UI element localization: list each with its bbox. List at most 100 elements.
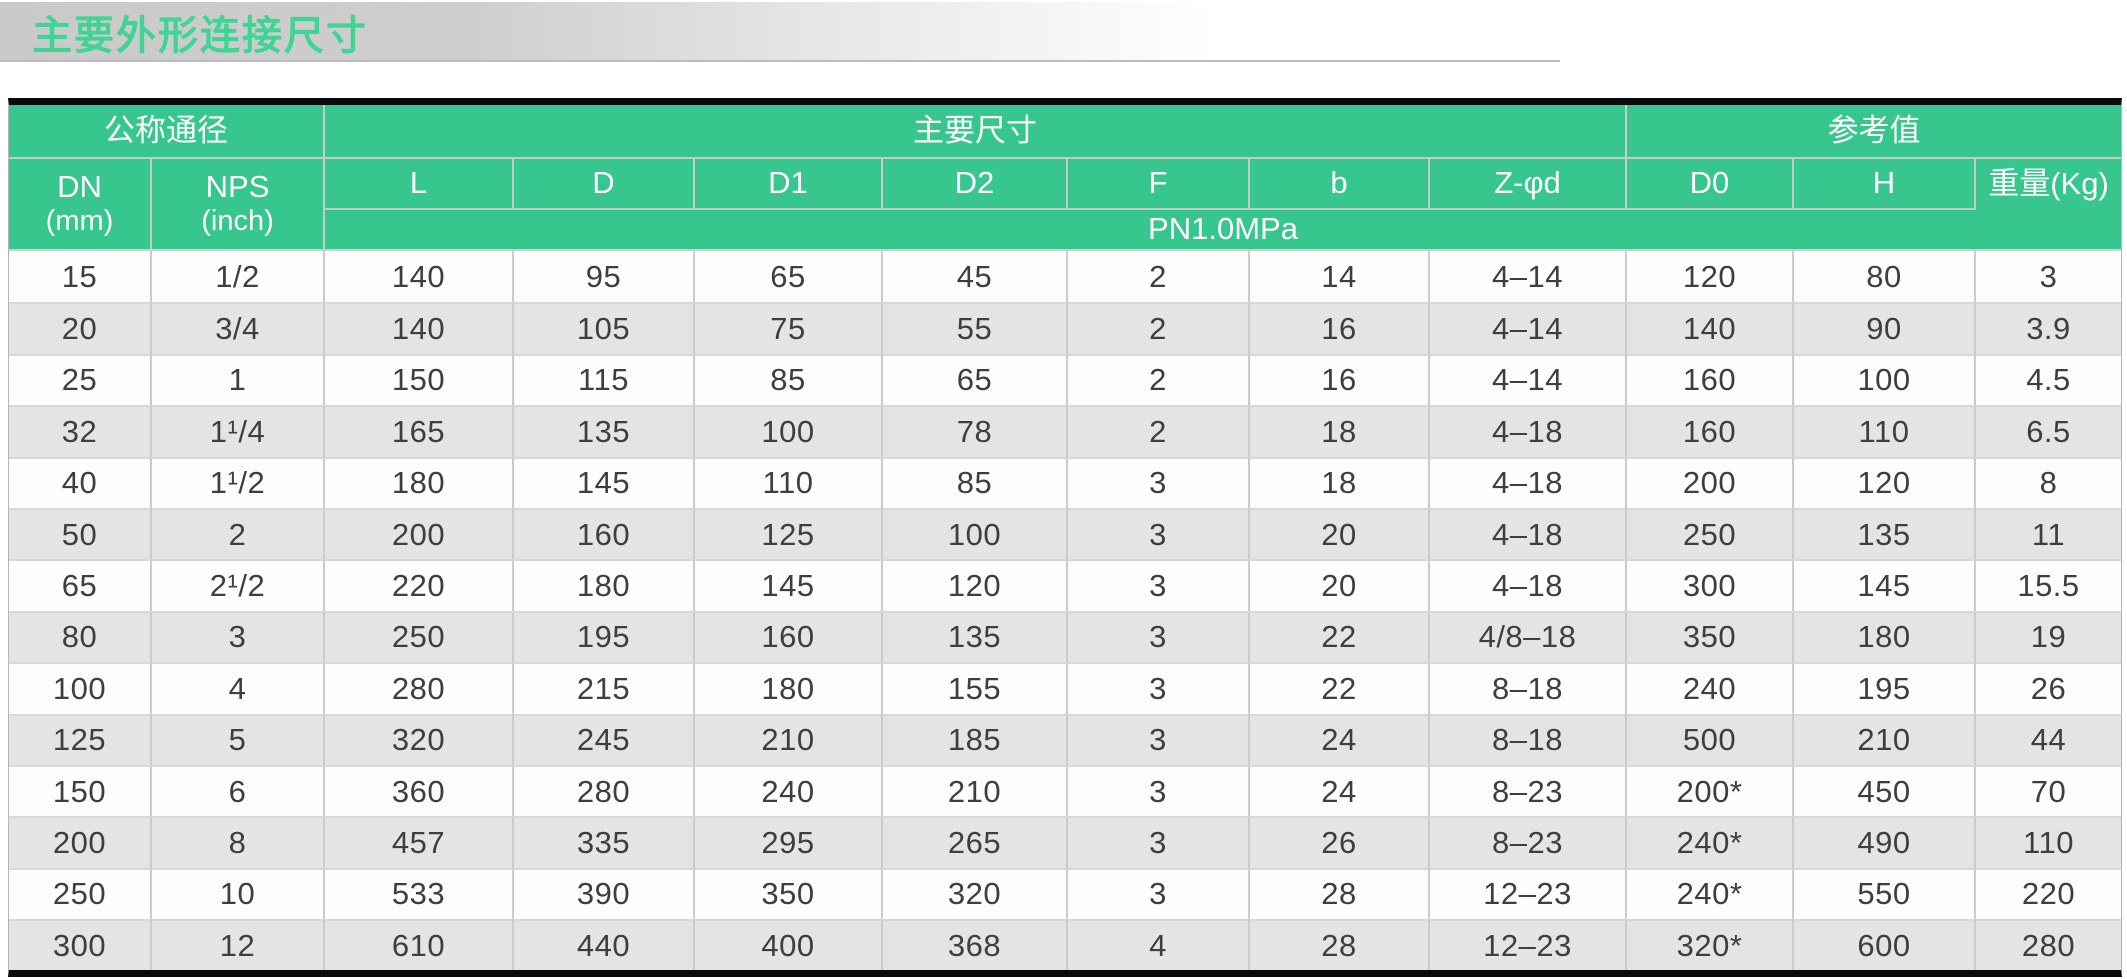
dimensions-table: 公称通径 主要尺寸 参考值 DN (mm) NPS (inch) L D D1 …	[8, 98, 2122, 978]
table-cell: 4–14	[1430, 251, 1627, 303]
table-cell: 320*	[1627, 919, 1794, 971]
table-cell: 160	[514, 507, 695, 560]
table-cell: 4–18	[1430, 559, 1627, 611]
table-cell: 1¹/4	[152, 405, 325, 457]
table-cell: 2	[1068, 251, 1250, 303]
table-cell: 2¹/2	[152, 559, 325, 611]
table-cell: 457	[325, 816, 514, 868]
table-cell: 2	[1068, 302, 1250, 354]
table-cell: 110	[1976, 816, 2121, 868]
table-cell: 20	[1250, 559, 1430, 611]
table-cell: 24	[1250, 764, 1430, 817]
table-cell: 533	[325, 867, 514, 920]
table-cell: 610	[325, 919, 514, 971]
table-cell: 250	[325, 610, 514, 663]
table-cell: 145	[514, 456, 695, 508]
table-cell: 8–18	[1430, 662, 1627, 714]
column-header-d1: D1	[695, 159, 883, 210]
table-cell: 110	[695, 456, 883, 508]
table-cell: 55	[883, 302, 1068, 354]
table-cell: 44	[1976, 713, 2121, 765]
column-header-l: L	[325, 159, 514, 210]
table-cell: 45	[883, 251, 1068, 303]
table-cell: 4–18	[1430, 405, 1627, 457]
table-cell: 80	[9, 610, 152, 663]
table-cell: 18	[1250, 405, 1430, 457]
table-cell: 320	[883, 867, 1068, 920]
table-cell: 22	[1250, 662, 1430, 714]
table-cell: 28	[1250, 867, 1430, 920]
table-cell: 4.5	[1976, 353, 2121, 406]
table-cell: 440	[514, 919, 695, 971]
table-cell: 200	[9, 816, 152, 868]
pressure-rating-cell: PN1.0MPa	[1148, 211, 1298, 247]
table-cell: 100	[9, 662, 152, 714]
table-cell: 240*	[1627, 867, 1794, 920]
table-cell: 245	[514, 713, 695, 765]
column-header-d: D	[514, 159, 695, 210]
table-cell: 3/4	[152, 302, 325, 354]
table-cell: 335	[514, 816, 695, 868]
table-cell: 240	[1627, 662, 1794, 714]
table-cell: 135	[1794, 507, 1976, 560]
table-cell: 3	[1068, 816, 1250, 868]
table-cell: 3	[1068, 456, 1250, 508]
table-cell: 12	[152, 919, 325, 971]
table-cell: 125	[695, 507, 883, 560]
group-header-main-dimensions: 主要尺寸	[325, 105, 1627, 159]
table-cell: 155	[883, 662, 1068, 714]
table-cell: 95	[514, 251, 695, 303]
table-cell: 5	[152, 713, 325, 765]
column-header-f: F	[1068, 159, 1250, 210]
table-cell: 140	[325, 302, 514, 354]
title-bar: 主要外形连接尺寸	[0, 2, 1560, 62]
table-cell: 195	[1794, 662, 1976, 714]
table-cell: 125	[9, 713, 152, 765]
table-cell: 210	[695, 713, 883, 765]
table-cell: 24	[1250, 713, 1430, 765]
table-cell: 360	[325, 764, 514, 817]
table-cell: 180	[325, 456, 514, 508]
table-cell: 135	[514, 405, 695, 457]
table-cell: 300	[1627, 559, 1794, 611]
table-cell: 490	[1794, 816, 1976, 868]
table-cell: 6	[152, 764, 325, 817]
table-cell: 220	[1976, 867, 2121, 920]
table-cell: 200	[1627, 456, 1794, 508]
table-cell: 3.9	[1976, 302, 2121, 354]
table-cell: 280	[514, 764, 695, 817]
table-cell: 3	[1068, 867, 1250, 920]
table-cell: 14	[1250, 251, 1430, 303]
table-cell: 8–18	[1430, 713, 1627, 765]
table-cell: 28	[1250, 919, 1430, 971]
table-cell: 180	[1794, 610, 1976, 663]
table-cell: 105	[514, 302, 695, 354]
table-cell: 8	[1976, 456, 2121, 508]
column-header-dn-unit: (mm)	[45, 205, 114, 238]
table-cell: 85	[695, 353, 883, 406]
table-cell: 140	[325, 251, 514, 303]
table-cell: 145	[1794, 559, 1976, 611]
table-cell: 4	[152, 662, 325, 714]
page-title: 主要外形连接尺寸	[32, 14, 368, 58]
table-cell: 3	[152, 610, 325, 663]
table-cell: 450	[1794, 764, 1976, 817]
table-cell: 80	[1794, 251, 1976, 303]
table-cell: 150	[325, 353, 514, 406]
table-cell: 85	[883, 456, 1068, 508]
column-header-weight: 重量(Kg)	[1988, 166, 2109, 202]
table-cell: 280	[325, 662, 514, 714]
table-cell: 3	[1068, 764, 1250, 817]
table-cell: 140	[1627, 302, 1794, 354]
column-header-nps-label: NPS	[205, 169, 270, 205]
table-cell: 100	[1794, 353, 1976, 406]
column-header-d2: D2	[883, 159, 1068, 210]
table-cell: 8	[152, 816, 325, 868]
table-cell: 180	[695, 662, 883, 714]
table-cell: 40	[9, 456, 152, 508]
table-cell: 265	[883, 816, 1068, 868]
table-cell: 3	[1068, 713, 1250, 765]
table-cell: 135	[883, 610, 1068, 663]
table-cell: 160	[1627, 405, 1794, 457]
table-body: 15 1/2 140 95 65 45 2 14 4–14 120 80 3 20 3/4 140 105 75…	[9, 249, 2121, 971]
